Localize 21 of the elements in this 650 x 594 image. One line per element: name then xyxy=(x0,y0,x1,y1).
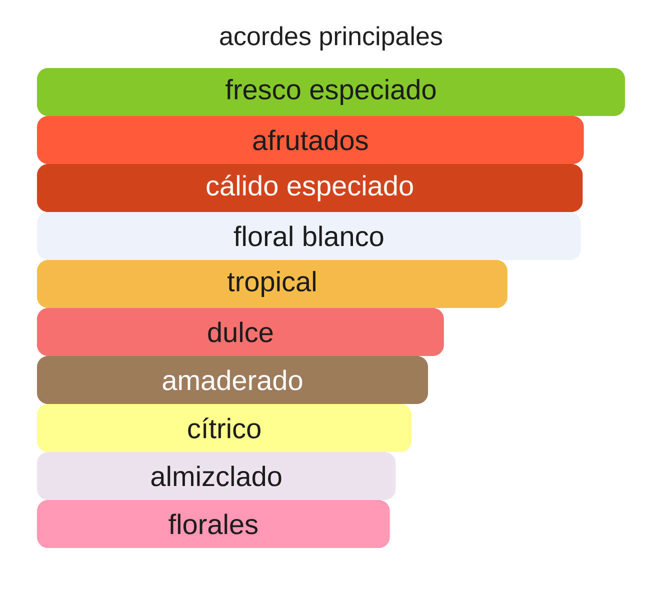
y-tick-label: dulce xyxy=(208,322,273,342)
y-tick-label: almizclado xyxy=(151,466,282,486)
bar xyxy=(37,452,396,500)
y-tick-label: tropical xyxy=(227,270,316,298)
y-tick-label: cítrico xyxy=(188,418,260,438)
bar xyxy=(37,356,428,404)
bar xyxy=(37,260,508,308)
y-tick-label: fresco especiado xyxy=(226,78,436,106)
bar xyxy=(37,308,444,356)
bar xyxy=(37,404,412,452)
y-tick-label: floral blanco xyxy=(234,226,384,246)
y-tick-label: florales xyxy=(168,514,258,534)
y-tick-label: cálido especiado xyxy=(206,174,413,202)
bar xyxy=(37,212,581,260)
bar xyxy=(37,68,626,116)
chart-title: acordes principales xyxy=(220,26,442,50)
bar xyxy=(37,500,390,548)
y-tick-label: amaderado xyxy=(162,370,302,390)
bar xyxy=(37,116,584,164)
y-tick-label: afrutados xyxy=(253,130,368,150)
bar xyxy=(37,164,583,212)
